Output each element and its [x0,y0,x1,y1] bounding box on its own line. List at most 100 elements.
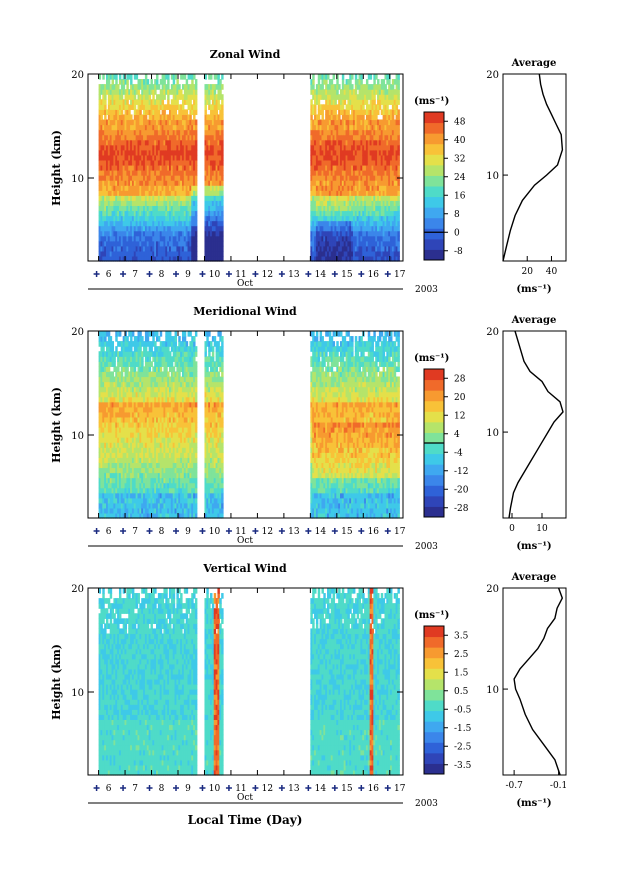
heatmap-cell [193,235,196,242]
heatmap-cell [172,200,176,206]
heatmap-cell [133,124,137,131]
heatmap-cell [395,104,399,110]
heatmap-cell [167,154,170,161]
heatmap-cell [139,200,142,206]
heatmap-cell [120,129,124,136]
heatmap-cell [388,220,391,227]
heatmap-cell [169,225,172,232]
heatmap-cell [312,139,315,146]
heatmap-cell [206,255,209,262]
heatmap-cell [365,180,369,186]
heatmap-cell [315,220,319,227]
heatmap-cell [98,240,102,247]
heatmap-cell [352,205,356,212]
heatmap-cell [107,346,111,352]
heatmap-cell [371,94,374,100]
heatmap-cell [180,94,183,100]
heatmap-cell [321,74,324,80]
heatmap-cell [139,175,142,181]
heatmap-cell [107,331,111,337]
heatmap-cell [325,84,328,90]
heatmap-cell [187,89,190,95]
heatmap-cell [115,406,118,413]
heatmap-cell [208,134,211,141]
heatmap-cell [382,114,386,121]
heatmap-cell [100,164,103,171]
heatmap-cell [215,109,219,116]
heatmap-cell [152,210,155,217]
heatmap-cell [352,245,356,252]
heatmap-cell [388,84,391,90]
heatmap-cell [345,164,349,171]
heatmap-cell [206,210,209,217]
heatmap-cell [170,134,174,141]
heatmap-cell [102,255,105,262]
heatmap-cell [354,94,358,100]
heatmap-cell [98,119,102,126]
heatmap-cell [325,74,328,80]
heatmap-cell [397,154,400,161]
heatmap-cell [109,255,113,262]
heatmap-cell [109,487,113,494]
heatmap-cell [327,185,330,191]
heatmap-cell [380,185,384,191]
heatmap-cell [183,210,187,217]
heatmap-cell [185,109,189,116]
heatmap-cell [189,230,192,237]
heatmap-cell [178,154,181,161]
heatmap-cell [104,190,107,196]
heatmap-cell [219,124,222,131]
heatmap-cell [113,180,116,186]
heatmap-cell [215,139,219,146]
heatmap-cell [156,129,159,136]
heatmap-cell [215,240,219,247]
heatmap-cell [144,109,148,116]
heatmap-cell [352,235,356,242]
heatmap-cell [343,119,347,126]
heatmap-cell [194,200,198,206]
heatmap-cell [360,144,363,151]
heatmap-cell [397,205,400,212]
heatmap-cell [100,351,103,357]
heatmap-cell [345,144,349,151]
heatmap-cell [211,220,215,227]
heatmap-cell [395,225,399,232]
heatmap-cell [388,114,391,121]
heatmap-cell [143,99,146,105]
heatmap-cell [107,411,111,418]
heatmap-cell [106,477,109,484]
heatmap-cell [343,114,347,121]
heatmap-cell [208,255,211,262]
heatmap-cell [388,225,391,232]
heatmap-cell [113,457,116,463]
heatmap-cell [135,255,139,262]
heatmap-cell [159,129,163,136]
heatmap-cell [131,255,135,262]
heatmap-cell [219,164,222,171]
heatmap-cell [130,225,133,232]
heatmap-cell [169,220,172,227]
heatmap-cell [109,74,113,80]
heatmap-cell [390,175,393,181]
heatmap-cell [178,175,181,181]
heatmap-cell [373,144,376,151]
heatmap-cell [104,119,107,126]
heatmap-cell [135,89,139,95]
heatmap-cell [170,250,174,257]
heatmap-cell [378,220,382,227]
heatmap-cell [185,255,189,262]
heatmap-cell [111,255,115,262]
heatmap-cell [375,230,378,237]
heatmap-cell [165,129,168,136]
heatmap-cell [206,119,209,126]
heatmap-cell [356,79,360,85]
heatmap-cell [191,84,194,90]
heatmap-cell [156,235,159,242]
heatmap-cell [321,210,324,217]
heatmap-cell [183,215,187,222]
heatmap-cell [341,99,345,105]
heatmap-cell [219,109,222,116]
heatmap-cell [352,185,356,191]
heatmap-cell [395,170,399,176]
heatmap-cell [104,432,107,438]
